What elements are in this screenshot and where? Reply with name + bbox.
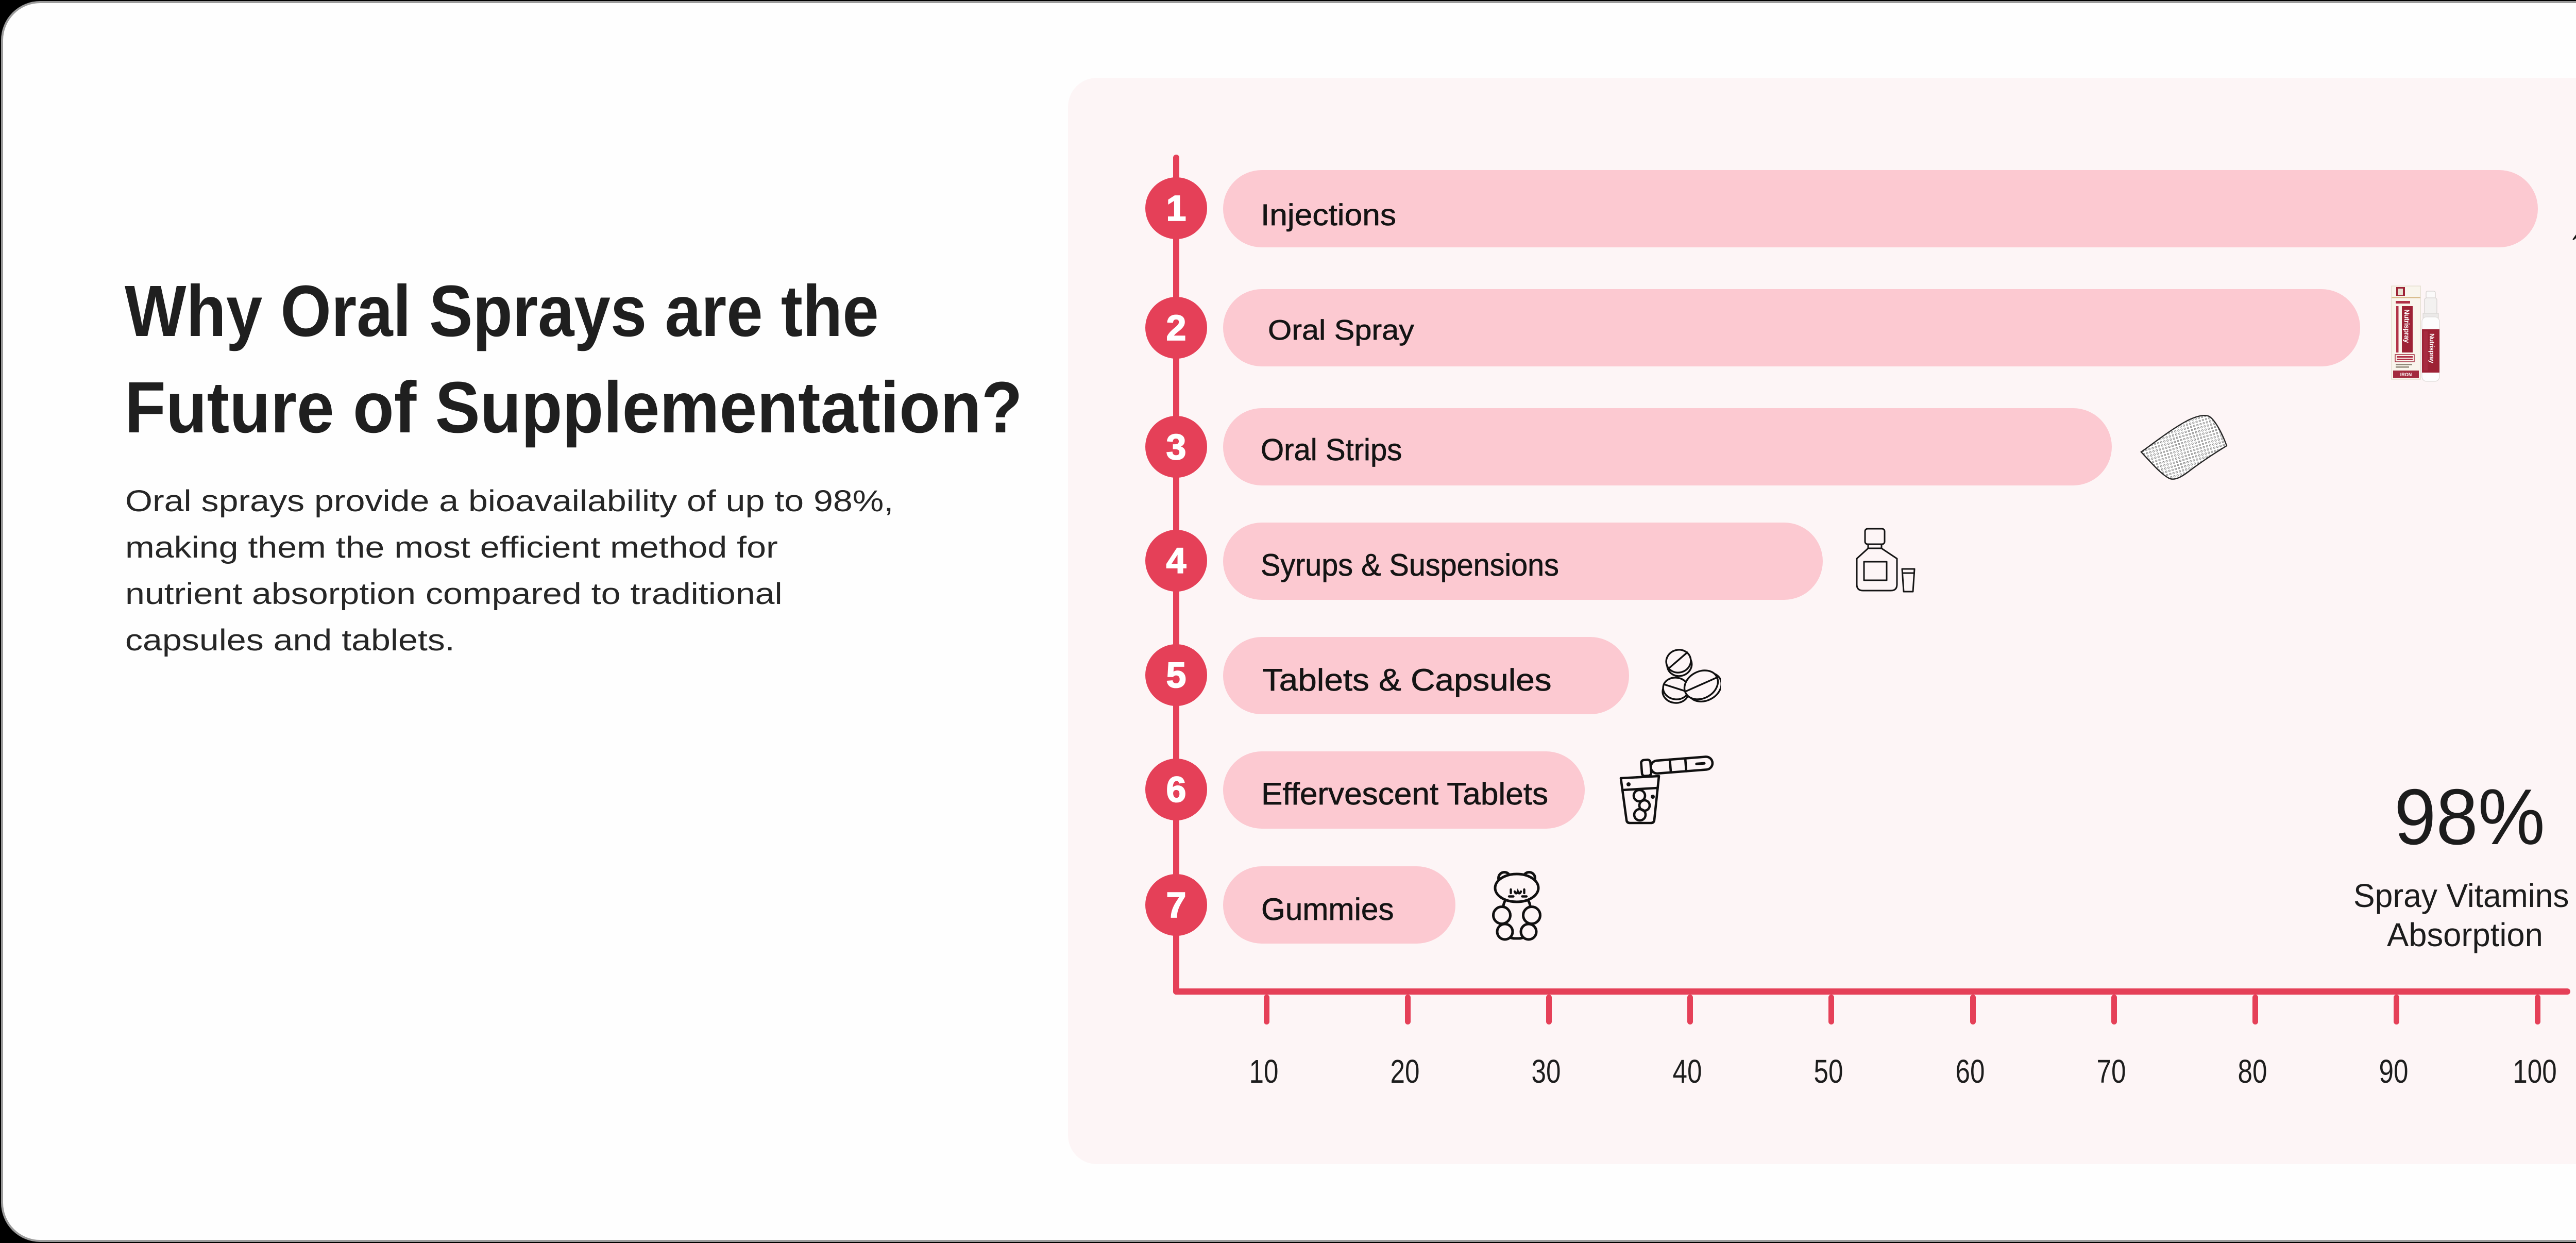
svg-text:Nutrispray: Nutrispray	[2403, 309, 2411, 343]
svg-text:IRON: IRON	[2400, 372, 2412, 377]
svg-text:Nutrispray: Nutrispray	[2428, 333, 2435, 363]
